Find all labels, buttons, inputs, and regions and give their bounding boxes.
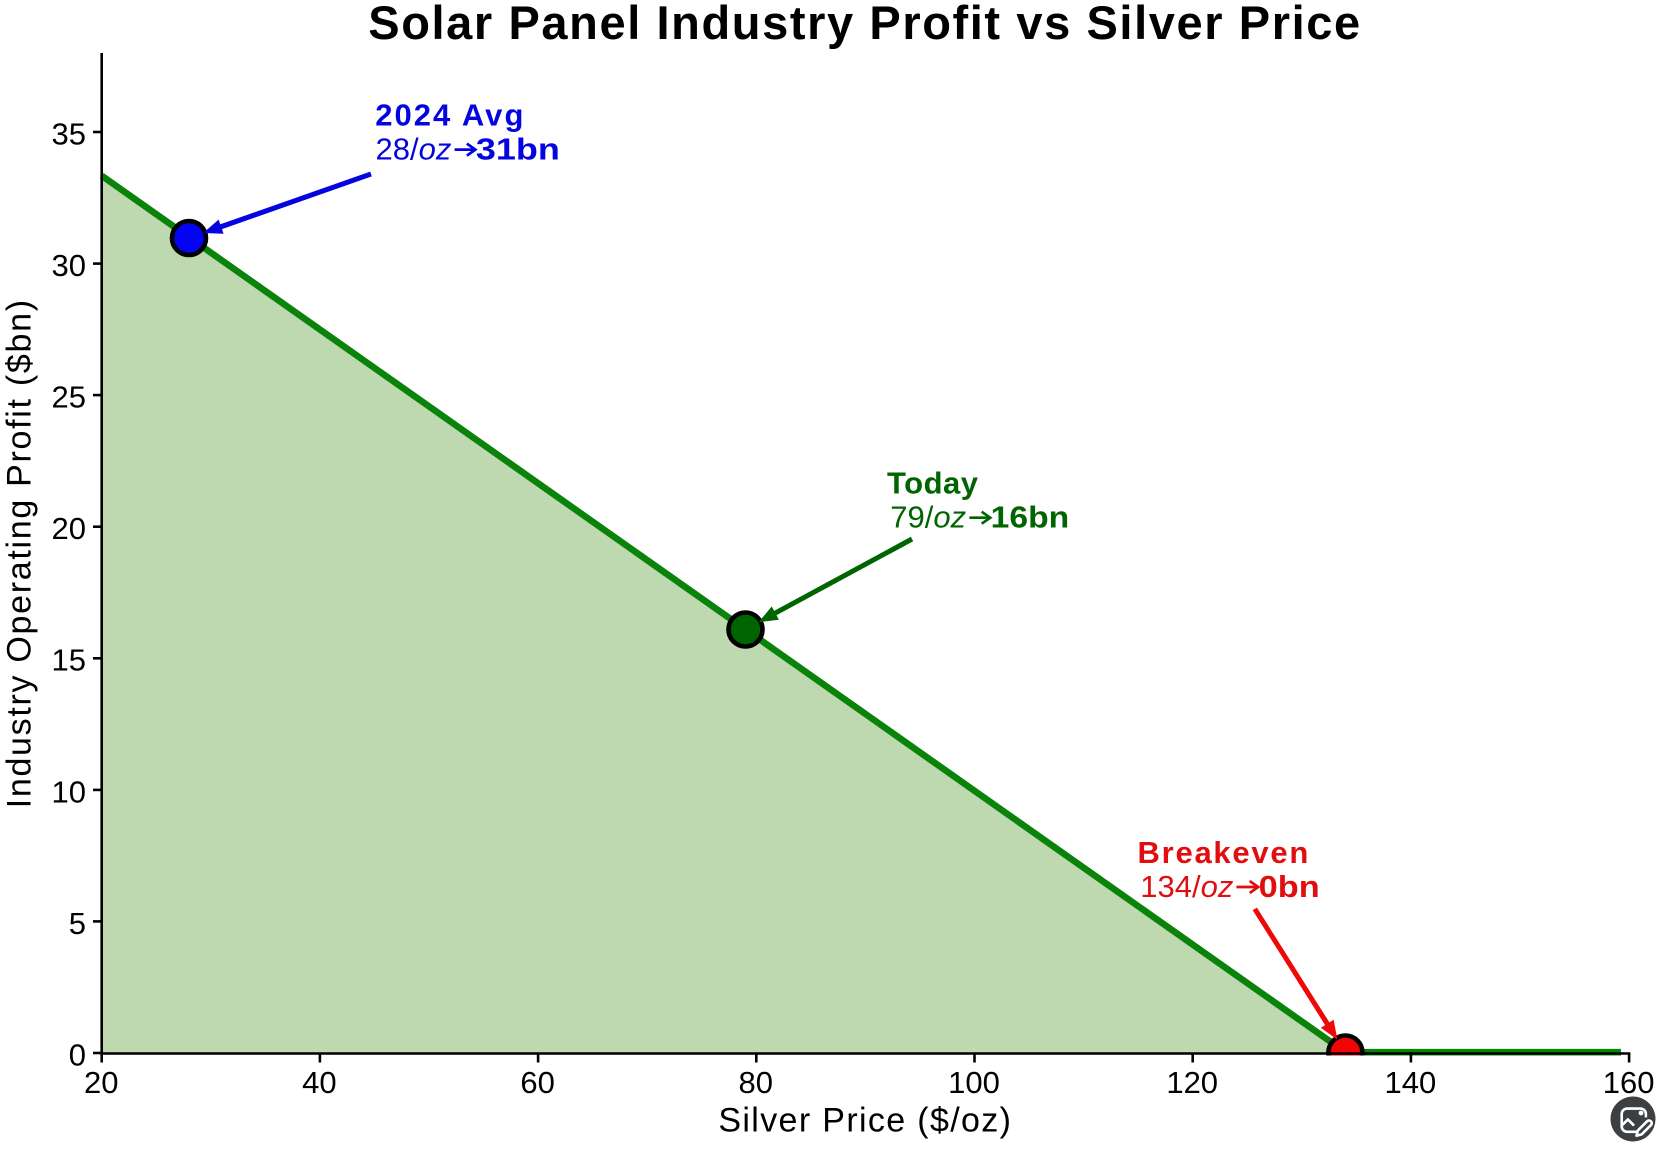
- svg-text:28/oz: 28/oz: [376, 131, 452, 166]
- svg-text:15: 15: [52, 643, 86, 678]
- svg-text:120: 120: [1166, 1065, 1218, 1100]
- svg-text:0bn: 0bn: [1259, 869, 1320, 904]
- svg-text:30: 30: [52, 248, 86, 283]
- svg-text:100: 100: [948, 1065, 1000, 1100]
- svg-text:35: 35: [52, 116, 86, 151]
- svg-text:Solar Panel Industry Profit vs: Solar Panel Industry Profit vs Silver Pr…: [368, 0, 1362, 49]
- svg-text:25: 25: [52, 380, 86, 415]
- svg-text:79/oz: 79/oz: [890, 500, 966, 535]
- svg-text:80: 80: [739, 1065, 773, 1100]
- svg-text:20: 20: [52, 511, 86, 546]
- svg-text:16bn: 16bn: [991, 500, 1069, 535]
- svg-text:10: 10: [52, 774, 86, 809]
- svg-text:60: 60: [520, 1065, 554, 1100]
- svg-text:0: 0: [69, 1037, 86, 1072]
- svg-text:2024 Avg: 2024 Avg: [375, 97, 525, 132]
- svg-text:Breakeven: Breakeven: [1138, 835, 1311, 870]
- svg-text:5: 5: [69, 906, 86, 941]
- svg-text:134/oz: 134/oz: [1140, 869, 1234, 904]
- svg-text:160: 160: [1603, 1065, 1655, 1100]
- svg-text:31bn: 31bn: [476, 131, 560, 166]
- svg-text:Silver Price ($/oz): Silver Price ($/oz): [718, 1102, 1012, 1140]
- svg-text:Today: Today: [887, 466, 979, 501]
- svg-text:Industry Operating Profit ($bn: Industry Operating Profit ($bn): [0, 298, 38, 808]
- svg-text:40: 40: [302, 1065, 336, 1100]
- svg-text:140: 140: [1385, 1065, 1437, 1100]
- svg-text:20: 20: [84, 1065, 118, 1100]
